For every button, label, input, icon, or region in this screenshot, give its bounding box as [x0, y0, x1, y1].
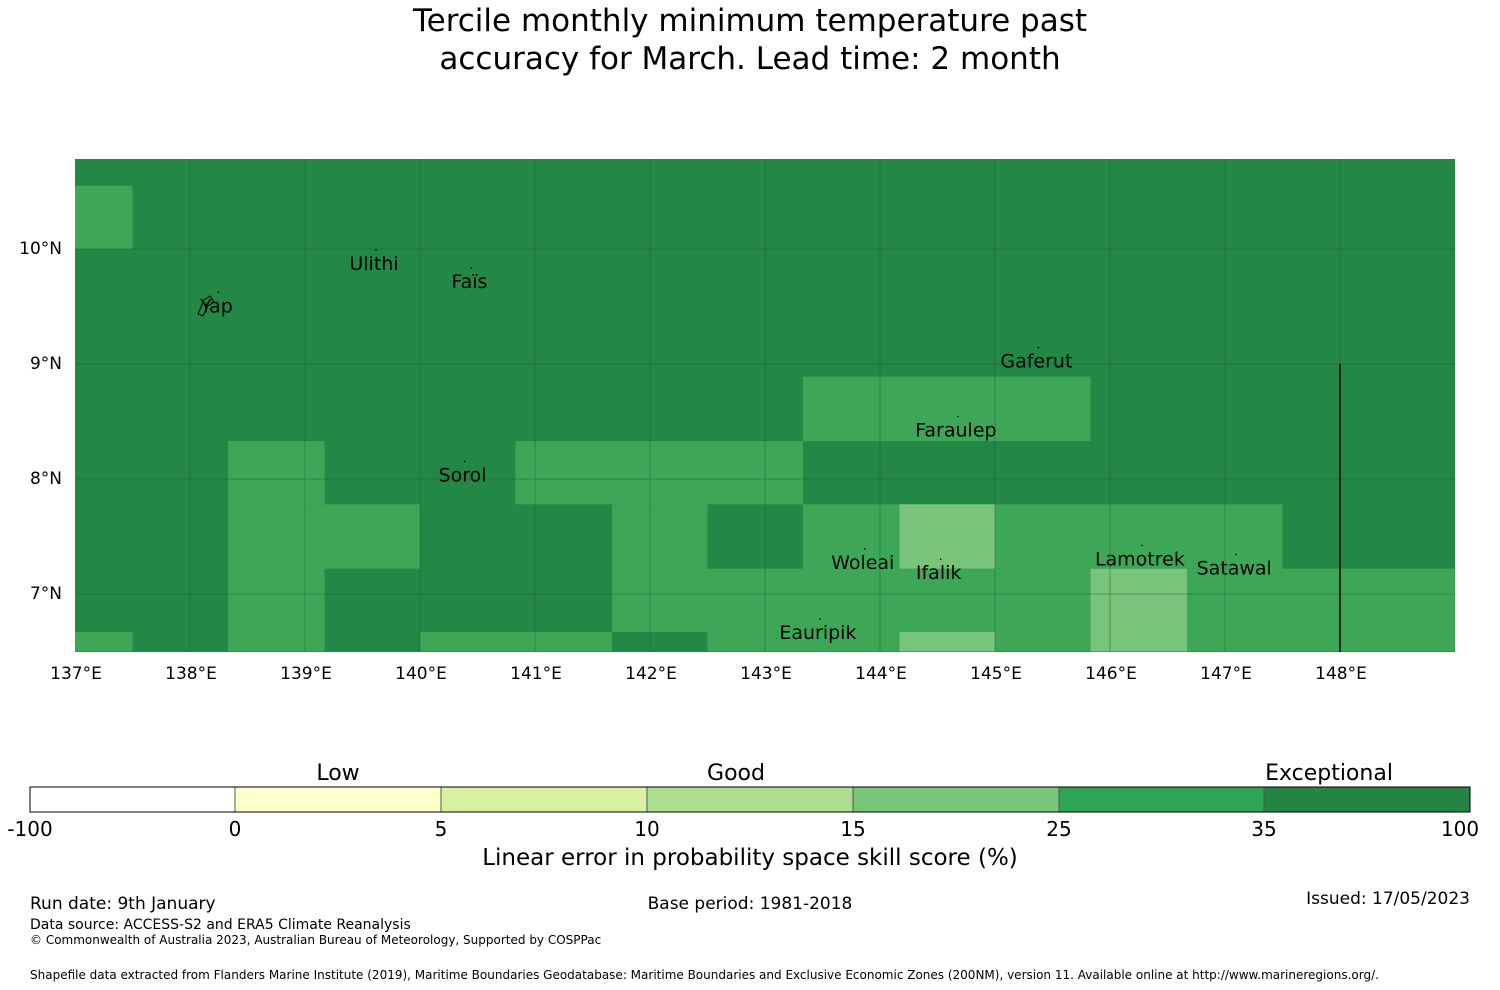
place-label: Lamotrek [1095, 548, 1185, 570]
grid-cell [899, 504, 995, 569]
map-title-line-2: accuracy for March. Lead time: 2 month [439, 41, 1061, 77]
place-label: Woleai [831, 552, 894, 574]
colorbar-bin-7 [1264, 787, 1470, 812]
island-dot [819, 618, 821, 620]
place-label: Gaferut [1000, 351, 1072, 373]
grid-cell [802, 376, 1091, 442]
grid-cell [75, 185, 133, 249]
island-outline [197, 295, 215, 317]
lon-tick-146e: 146°E [1085, 664, 1137, 684]
colorbar-category-low: Low [316, 761, 360, 786]
lon-tick-147e: 147°E [1200, 664, 1252, 684]
place-label: Satawal [1197, 558, 1272, 580]
place-label: Ifalik [916, 562, 962, 584]
copyright: © Commonwealth of Australia 2023, Austra… [30, 933, 602, 947]
colorbar-category-good: Good [707, 761, 765, 786]
place-label: Faïs [451, 271, 487, 293]
colorbar-bin-6 [1059, 787, 1264, 812]
lon-tick-141e: 141°E [510, 664, 562, 684]
place-label: Faraulep [915, 420, 996, 442]
place-label: Eauripik [779, 622, 856, 644]
grid-cell [324, 504, 420, 569]
grid-cell [899, 631, 995, 652]
island-dot [470, 267, 473, 270]
base-period: Base period: 1981-2018 [647, 894, 853, 914]
colorbar-tick-100: 100 [1440, 817, 1480, 841]
shapefile-credit: Shapefile data extracted from Flanders M… [30, 968, 1379, 982]
colorbar-bin-4 [647, 787, 853, 812]
island-dot [463, 460, 466, 463]
lon-tick-139e: 139°E [280, 664, 332, 684]
colorbar-label: Linear error in probability space skill … [482, 845, 1018, 871]
grid-cell [1187, 568, 1455, 652]
grid-cell [515, 441, 803, 505]
grid-cell [899, 568, 995, 632]
grid-cell [707, 631, 900, 652]
lon-tick-145e: 145°E [970, 664, 1022, 684]
lat-tick-10n: 10°N [19, 239, 62, 259]
grid-cell [75, 631, 133, 652]
place-label: Sorol [439, 464, 487, 486]
place-label: Yap [199, 295, 233, 317]
lat-tick-7n: 7°N [29, 584, 62, 604]
colorbar-tick-0: 0 [228, 817, 242, 841]
skill-score-map: Ulithi Faïs Yap Gaferut Faraulep Sorol Woleai I… [75, 159, 1455, 652]
lon-tick-138e: 138°E [165, 664, 217, 684]
colorbar-bin-1 [30, 787, 235, 812]
island-dot [957, 415, 959, 418]
grid-cell [612, 504, 708, 632]
colorbar-tick-minus100: -100 [7, 817, 53, 841]
island-dot [217, 291, 220, 294]
grid-cell [420, 631, 613, 652]
data-source: Data source: ACCESS-S2 and ERA5 Climate … [30, 917, 411, 933]
run-date: Run date: 9th January [30, 894, 216, 914]
colorbar-bin-5 [853, 787, 1059, 812]
island-dot [1037, 346, 1040, 349]
lon-tick-144e: 144°E [855, 664, 907, 684]
island-dot [1141, 544, 1143, 547]
colorbar-bin-2 [235, 787, 441, 812]
lon-tick-148e: 148°E [1315, 664, 1367, 684]
colorbar-category-exceptional: Exceptional [1265, 761, 1393, 786]
lat-tick-8n: 8°N [29, 469, 62, 489]
lon-tick-140e: 140°E [395, 664, 447, 684]
grid-cell [1090, 568, 1188, 652]
colorbar-tick-35: 35 [1251, 817, 1277, 841]
lon-tick-137e: 137°E [50, 664, 102, 684]
colorbar-tick-25: 25 [1046, 817, 1072, 841]
place-label: Ulithi [349, 253, 398, 275]
grid-cell [227, 504, 325, 652]
island-dot [939, 558, 942, 560]
grid-cell [802, 504, 900, 632]
map-title-line-1: Tercile monthly minimum temperature past [412, 3, 1088, 39]
island-dot [863, 548, 866, 550]
colorbar [29, 786, 1471, 813]
lon-tick-142e: 142°E [625, 664, 677, 684]
grid-cell [227, 441, 325, 505]
colorbar-tick-15: 15 [840, 817, 866, 841]
lon-tick-143e: 143°E [740, 664, 792, 684]
colorbar-bin-3 [441, 787, 647, 812]
island-dot [375, 249, 377, 251]
island-dot [1235, 553, 1237, 556]
colorbar-tick-5: 5 [434, 817, 448, 841]
grid-cell [995, 568, 1091, 652]
colorbar-tick-10: 10 [634, 817, 660, 841]
issued-date: Issued: 17/05/2023 [1306, 889, 1470, 909]
grid-cell [995, 504, 1283, 569]
lat-tick-9n: 9°N [29, 354, 62, 374]
